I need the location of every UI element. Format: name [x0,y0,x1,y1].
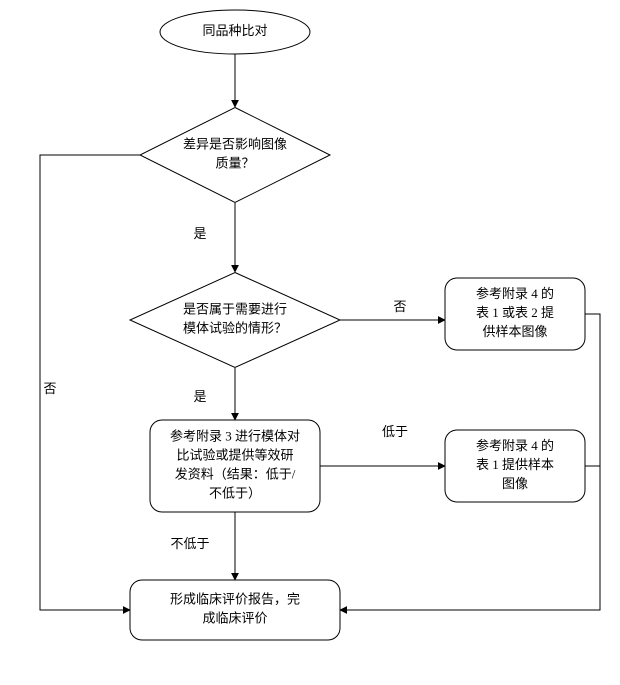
svg-text:发资料（结果：低于/: 发资料（结果：低于/ [175,466,296,481]
edge-label: 是 [193,389,206,404]
svg-text:成临床评价: 成临床评价 [202,610,267,625]
node-start: 同品种比对 [160,10,310,54]
edge-label: 不低于 [170,536,209,551]
svg-text:参考附录 4 的: 参考附录 4 的 [476,438,554,453]
node-d2: 是否属于需要进行模体试验的情形？ [130,273,340,368]
svg-text:差异是否影响图像: 差异是否影响图像 [183,137,287,152]
node-p3: 参考附录 3 进行模体对比试验或提供等效研发资料（结果：低于/不低于） [150,420,320,512]
svg-text:表 1 或表 2 提: 表 1 或表 2 提 [476,305,554,320]
svg-text:表 1 提供样本: 表 1 提供样本 [476,457,554,472]
svg-text:参考附录 3 进行模体对: 参考附录 3 进行模体对 [170,429,300,444]
node-r_top: 参考附录 4 的表 1 或表 2 提供样本图像 [445,278,585,350]
svg-text:参考附录 4 的: 参考附录 4 的 [476,286,554,301]
edge-label: 否 [43,381,56,396]
svg-text:是否属于需要进行: 是否属于需要进行 [183,302,287,317]
flowchart-canvas: 是否是否低于不低于同品种比对差异是否影响图像质量？是否属于需要进行模体试验的情形… [0,0,620,680]
svg-text:质量？: 质量？ [215,155,254,170]
node-d1: 差异是否影响图像质量？ [140,108,330,203]
svg-text:不低于）: 不低于） [209,485,261,500]
svg-text:图像: 图像 [502,476,528,491]
edge-label: 否 [393,299,406,314]
flow-edge [585,314,600,610]
svg-text:供样本图像: 供样本图像 [482,324,547,339]
node-final: 形成临床评价报告，完成临床评价 [130,580,340,640]
svg-text:形成临床评价报告，完: 形成临床评价报告，完 [170,592,300,607]
node-r_bot: 参考附录 4 的表 1 提供样本图像 [445,430,585,502]
svg-text:同品种比对: 同品种比对 [202,23,267,38]
edge-label: 是 [193,226,206,241]
svg-text:比试验或提供等效研: 比试验或提供等效研 [176,448,293,463]
svg-text:模体试验的情形？: 模体试验的情形？ [183,320,287,335]
edge-label: 低于 [382,424,408,439]
